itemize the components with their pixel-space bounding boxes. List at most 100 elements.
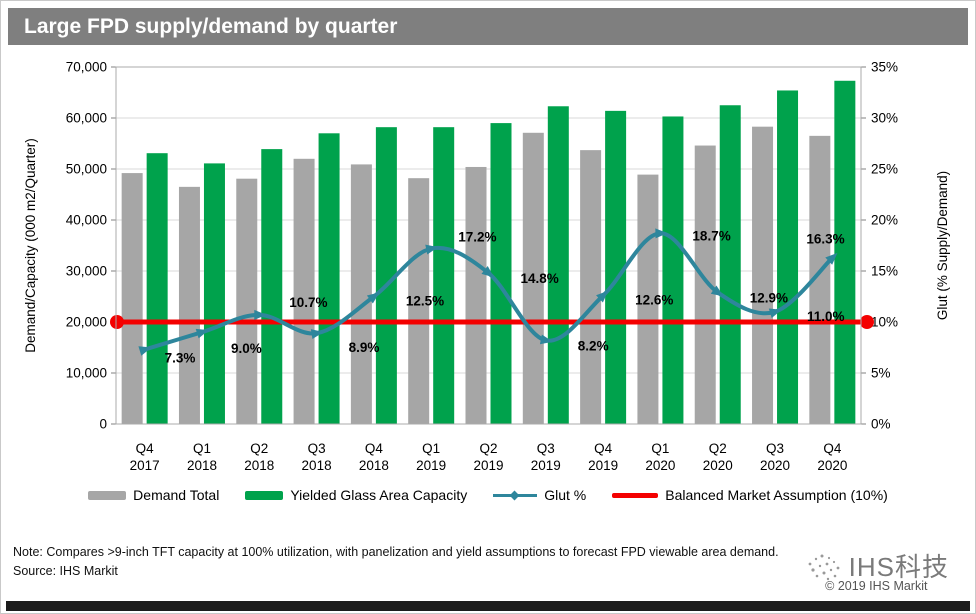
glut-point-label: 8.9% <box>349 340 380 355</box>
left-tick-label: 0 <box>99 417 107 432</box>
bar-demand <box>522 132 544 425</box>
glut-point-label: 17.2% <box>458 230 496 245</box>
legend-item-demand-total: Demand Total <box>88 487 219 503</box>
left-tick-label: 30,000 <box>66 264 107 279</box>
bar-demand <box>178 186 200 424</box>
x-tick-label: Q1 2019 <box>416 441 446 473</box>
glut-point-label: 12.6% <box>635 292 673 307</box>
legend-swatch-line-marker <box>493 489 538 501</box>
right-axis: 0% 5% 10% 15% 20% 25% 30% 35% <box>861 60 898 432</box>
right-tick-label: 20% <box>871 213 898 228</box>
chart-title: Large FPD supply/demand by quarter <box>8 8 968 45</box>
bars-demand-total <box>121 126 831 425</box>
bar-capacity <box>719 105 741 424</box>
glut-marker <box>768 308 782 319</box>
bar-demand <box>350 164 372 424</box>
x-tick-label: Q2 2018 <box>244 441 274 473</box>
legend: Demand Total Yielded Glass Area Capacity G… <box>1 487 975 503</box>
x-tick-label: Q3 2019 <box>531 441 561 473</box>
legend-swatch-line <box>612 492 659 498</box>
left-axis-title: Demand/Capacity (000 m2/Quarter) <box>23 138 38 353</box>
glut-point-label: 18.7% <box>692 228 730 243</box>
glut-marker <box>655 228 668 239</box>
x-tick-label: Q1 2018 <box>187 441 217 473</box>
x-tick-label: Q3 2020 <box>760 441 790 473</box>
right-tick-label: 30% <box>871 111 898 126</box>
legend-label: Glut % <box>544 487 587 503</box>
left-tick-label: 20,000 <box>66 315 107 330</box>
bar-demand <box>293 158 315 425</box>
bar-demand <box>465 166 487 424</box>
glut-point-label: 14.8% <box>521 271 559 286</box>
glut-point-label: 7.3% <box>165 351 196 366</box>
x-tick-label: Q3 2018 <box>302 441 332 473</box>
legend-item-balanced-market-assumption-10-: Balanced Market Assumption (10%) <box>612 487 888 503</box>
bar-capacity <box>662 116 684 424</box>
x-tick-label: Q2 2019 <box>473 441 503 473</box>
bottom-bar <box>6 601 970 611</box>
right-axis-title: Glut (% Supply/Demand) <box>935 171 950 320</box>
glut-marker <box>481 266 494 278</box>
bar-capacity <box>605 110 627 425</box>
glut-point-label: 16.3% <box>806 232 844 247</box>
left-tick-label: 40,000 <box>66 213 107 228</box>
glut-marker <box>254 309 267 320</box>
left-tick-label: 50,000 <box>66 162 107 177</box>
left-tick-label: 60,000 <box>66 111 107 126</box>
globe-dots-icon <box>808 554 840 581</box>
chart-note: Note: Compares >9-inch TFT capacity at 1… <box>13 545 779 559</box>
bar-capacity <box>375 127 397 425</box>
glut-point-label: 12.5% <box>406 294 444 309</box>
x-tick-label: Q4 2018 <box>359 441 389 473</box>
glut-point-label: 8.2% <box>578 338 609 353</box>
bar-demand <box>121 173 143 424</box>
bar-demand <box>809 135 831 424</box>
bar-demand <box>236 178 258 424</box>
bars-capacity <box>146 80 856 425</box>
left-tick-label: 70,000 <box>66 60 107 75</box>
bar-capacity <box>261 149 283 425</box>
bar-capacity <box>318 133 340 425</box>
right-tick-label: 15% <box>871 264 898 279</box>
glut-marker <box>138 346 152 356</box>
glut-point-label: 10.7% <box>289 295 327 310</box>
legend-item-glut-: Glut % <box>493 487 586 503</box>
bar-capacity <box>146 153 168 424</box>
x-tick-label: Q4 2017 <box>130 441 160 473</box>
legend-label: Balanced Market Assumption (10%) <box>665 487 888 503</box>
bar-demand <box>580 150 602 424</box>
legend-swatch-bar <box>88 490 127 500</box>
legend-label: Demand Total <box>133 487 220 503</box>
glut-marker <box>539 334 553 345</box>
watermark-copyright: © 2019 IHS Markit <box>825 579 928 593</box>
bar-demand <box>408 178 430 424</box>
right-tick-label: 5% <box>871 366 891 381</box>
glut-marker <box>825 252 838 265</box>
plot-border <box>115 66 862 425</box>
glut-point-label: 9.0% <box>231 341 262 356</box>
watermark-brand: IHS科技 <box>848 552 949 582</box>
left-tick-label: 10,000 <box>66 366 107 381</box>
x-axis: Q4 2017 Q1 2018 Q2 2018 Q3 2018 Q4 2018 Q1 2019 Q2 20… <box>130 441 848 473</box>
right-tick-label: 0% <box>871 417 891 432</box>
right-tick-label: 25% <box>871 162 898 177</box>
glut-line <box>138 228 838 356</box>
glut-point-label: 11.0% <box>807 309 845 324</box>
bar-demand <box>752 126 774 425</box>
glut-point-label: 12.9% <box>750 290 788 305</box>
glut-marker <box>195 328 209 339</box>
glut-marker <box>310 329 324 339</box>
right-tick-label: 35% <box>871 60 898 75</box>
bar-capacity <box>203 163 225 424</box>
note-block: Note: Compares >9-inch TFT capacity at 1… <box>13 543 815 581</box>
bar-capacity <box>777 90 799 425</box>
x-tick-label: Q1 2020 <box>645 441 675 473</box>
bar-capacity <box>834 80 856 425</box>
glut-point-labels: 7.3% 9.0% 10.7% 8.9% 12.5% 17.2% 14.8% 8.2% 12.6… <box>165 228 845 365</box>
legend-item-yielded-glass-area-capacity: Yielded Glass Area Capacity <box>245 487 467 503</box>
chart-source: Source: IHS Markit <box>13 563 118 578</box>
x-tick-label: Q2 2020 <box>703 441 733 473</box>
bar-capacity <box>433 127 455 425</box>
